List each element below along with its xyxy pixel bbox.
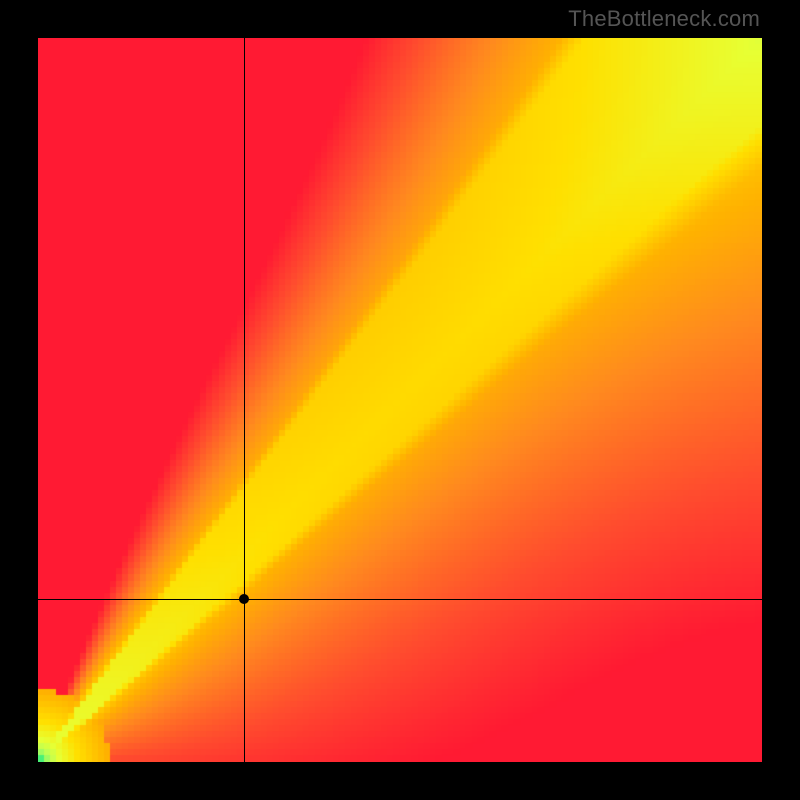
heatmap-canvas — [38, 38, 762, 762]
chart-frame: TheBottleneck.com — [0, 0, 800, 800]
watermark-text: TheBottleneck.com — [568, 6, 760, 32]
plot-area — [38, 38, 762, 762]
